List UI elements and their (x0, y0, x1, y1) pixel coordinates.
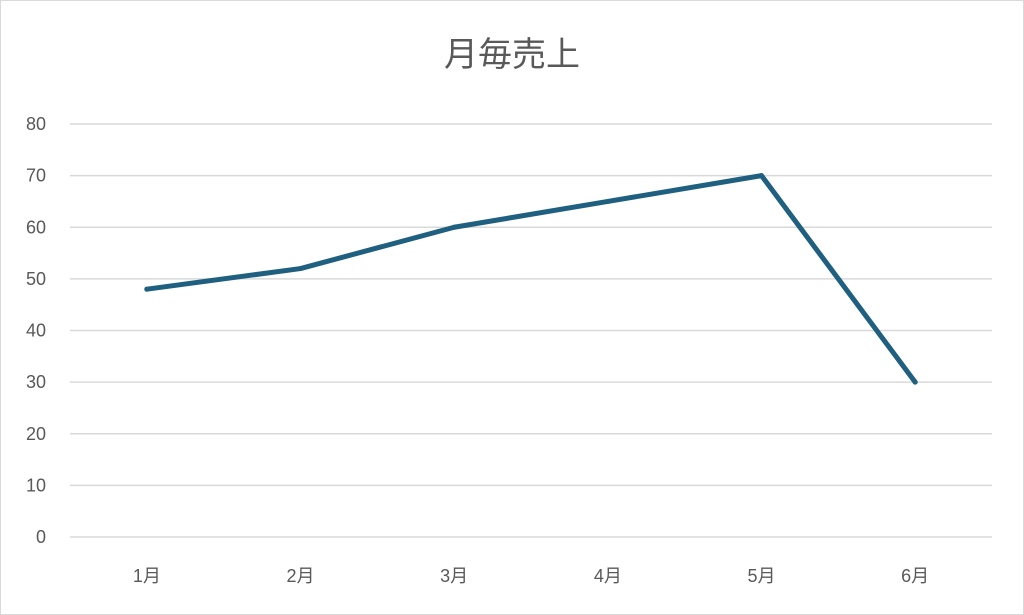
grid-lines (70, 123, 992, 538)
x-tick-label: 1月 (133, 566, 161, 586)
y-tick-label: 30 (26, 372, 46, 392)
x-tick-label: 3月 (440, 566, 468, 586)
y-tick-label: 0 (36, 527, 46, 547)
x-tick-label: 5月 (747, 566, 775, 586)
x-tick-label: 2月 (286, 566, 314, 586)
y-tick-label: 50 (26, 269, 46, 289)
y-tick-label: 80 (26, 114, 46, 134)
x-axis-ticks: 1月 2月 3月 4月 5月 6月 (133, 566, 929, 586)
x-tick-label: 6月 (901, 566, 929, 586)
data-point (759, 173, 764, 179)
y-tick-label: 20 (26, 424, 46, 444)
x-tick-label: 4月 (594, 566, 622, 586)
data-point (144, 286, 150, 292)
y-tick-label: 40 (26, 321, 46, 341)
chart-title: 月毎売上 (444, 35, 580, 75)
series-layer (144, 173, 918, 385)
data-point (298, 266, 303, 272)
y-tick-label: 60 (26, 217, 46, 237)
y-tick-label: 70 (26, 166, 46, 186)
y-tick-label: 10 (26, 475, 46, 495)
data-point (912, 379, 918, 385)
data-point (605, 198, 611, 204)
y-axis-ticks: 0 10 20 30 40 50 60 70 80 (26, 114, 46, 547)
data-point (451, 224, 457, 230)
series-line (144, 173, 918, 385)
